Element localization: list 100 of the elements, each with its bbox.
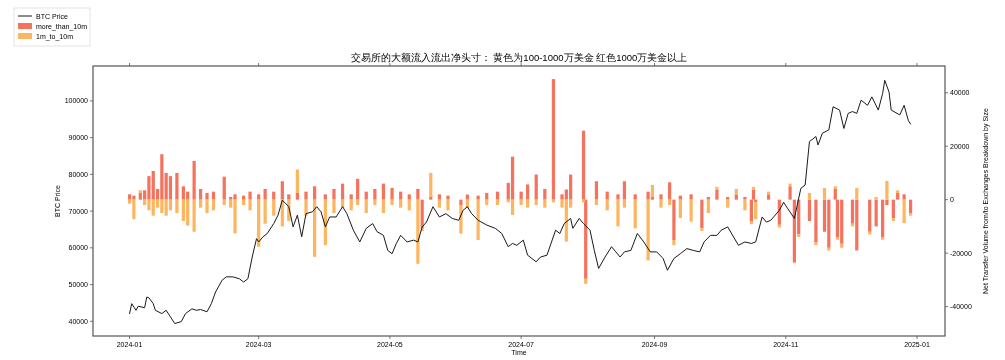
bar xyxy=(155,199,160,208)
bar xyxy=(902,194,906,200)
bar xyxy=(465,194,469,200)
bar xyxy=(205,199,209,214)
bar xyxy=(543,188,547,200)
bar xyxy=(416,188,420,200)
bar xyxy=(147,199,151,211)
bar xyxy=(241,195,246,200)
bar xyxy=(495,191,500,200)
bar xyxy=(510,199,515,215)
bar xyxy=(364,199,368,214)
bar xyxy=(908,213,913,216)
bar xyxy=(896,192,900,200)
bar xyxy=(700,199,704,229)
bar xyxy=(659,194,663,200)
bar xyxy=(706,196,710,200)
bar xyxy=(672,199,676,241)
bar xyxy=(233,199,237,234)
bar xyxy=(147,176,151,200)
bar xyxy=(827,199,831,248)
bar xyxy=(646,199,650,261)
bar xyxy=(885,199,889,206)
bar xyxy=(584,199,588,279)
bar xyxy=(198,188,203,200)
bar xyxy=(594,181,599,200)
bar xyxy=(280,181,284,200)
bar xyxy=(390,187,394,200)
bar xyxy=(429,196,433,200)
bar xyxy=(667,182,672,200)
bar xyxy=(605,191,609,200)
bar xyxy=(814,199,818,243)
bar xyxy=(525,199,530,208)
bar xyxy=(678,199,682,219)
bar xyxy=(754,202,758,220)
bar xyxy=(700,228,704,231)
bar xyxy=(564,199,568,242)
bar xyxy=(850,199,855,224)
bar xyxy=(192,199,196,232)
bar xyxy=(229,199,233,208)
bar xyxy=(222,176,226,200)
bar xyxy=(446,195,450,200)
bar xyxy=(891,199,895,219)
bar xyxy=(835,237,840,240)
bar xyxy=(485,192,489,200)
bar xyxy=(833,188,837,200)
bar xyxy=(902,199,906,224)
bar xyxy=(272,199,276,216)
bar xyxy=(751,186,756,190)
bar xyxy=(272,191,276,200)
bar xyxy=(295,169,300,193)
bar xyxy=(181,199,185,222)
bar xyxy=(429,172,433,197)
bar xyxy=(569,174,573,200)
bar xyxy=(164,199,168,216)
bar xyxy=(543,199,547,208)
bar xyxy=(304,191,308,200)
bar xyxy=(525,184,530,200)
bar xyxy=(743,199,747,211)
bar xyxy=(340,183,345,200)
bar xyxy=(127,194,132,200)
bar xyxy=(476,195,480,200)
bar xyxy=(304,199,308,216)
bar xyxy=(510,156,515,200)
bar xyxy=(874,196,878,200)
bar xyxy=(138,192,142,200)
bar xyxy=(715,189,719,200)
bar xyxy=(437,199,442,208)
bar xyxy=(564,189,568,200)
bar xyxy=(332,188,336,200)
bar xyxy=(248,191,252,200)
bar xyxy=(446,199,450,211)
bar xyxy=(160,199,164,214)
bar xyxy=(797,234,801,238)
bar xyxy=(650,196,655,200)
bar xyxy=(263,188,267,200)
bar xyxy=(650,184,655,197)
bar xyxy=(287,194,291,200)
bar xyxy=(175,172,179,200)
bar xyxy=(622,199,627,208)
bar xyxy=(874,199,878,227)
bar xyxy=(616,199,620,227)
bar xyxy=(855,199,859,251)
bar xyxy=(198,199,203,208)
bar xyxy=(160,154,164,200)
bar xyxy=(788,186,792,200)
bar xyxy=(766,194,771,200)
bar xyxy=(885,180,889,200)
bar xyxy=(551,79,556,200)
bar xyxy=(822,199,827,232)
bar xyxy=(349,194,353,200)
bar xyxy=(584,278,588,284)
bar xyxy=(186,199,190,226)
bar xyxy=(633,199,637,229)
bar xyxy=(646,191,650,200)
bar xyxy=(726,199,730,208)
bar xyxy=(332,199,336,214)
bar xyxy=(519,191,523,200)
bar xyxy=(143,190,147,200)
bar xyxy=(896,190,900,193)
bar xyxy=(127,199,132,204)
